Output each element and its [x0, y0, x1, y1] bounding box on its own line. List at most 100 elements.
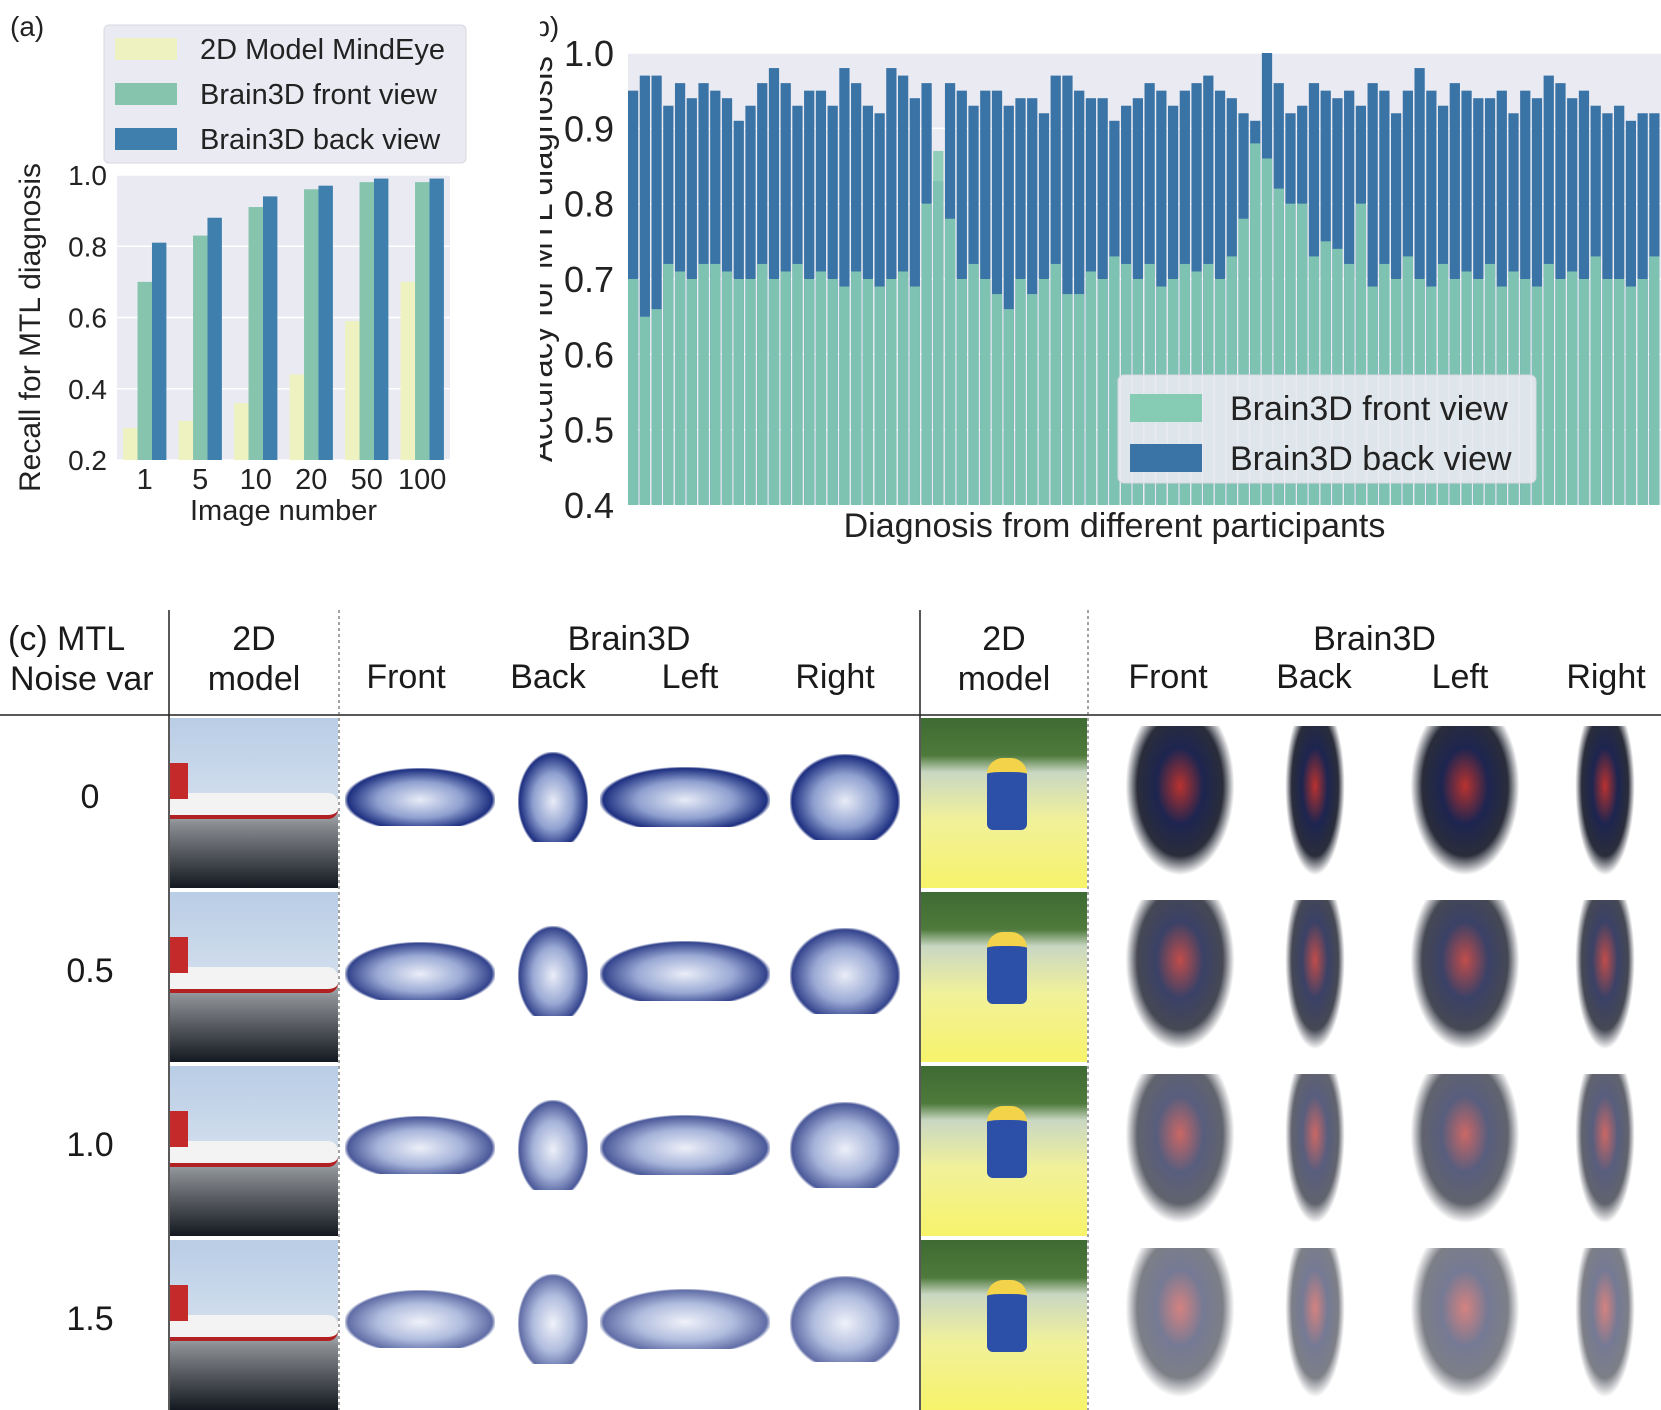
bar-front-b: [1637, 279, 1648, 505]
xtick-label-a: 5: [192, 464, 208, 496]
bar-front-b: [1027, 294, 1038, 505]
col-2d-model-right-a: 2D: [982, 620, 1026, 658]
bar-front-b: [851, 271, 862, 505]
bar-front-b: [1261, 158, 1273, 505]
ytick-label-b: 0.4: [564, 485, 614, 526]
ytick-label-b: 0.5: [564, 410, 614, 451]
airplane-3d-view: [518, 752, 588, 842]
legend-a: [103, 24, 467, 164]
jetski-2d-image: [921, 892, 1087, 1062]
airplane-3d-view: [518, 926, 588, 1016]
bar-a: [193, 235, 208, 460]
bar-back-b: [1062, 75, 1073, 505]
bar-front-b: [1038, 279, 1050, 505]
view-left-right: Left: [1431, 658, 1489, 696]
motorbike-3d-view: [1410, 1074, 1520, 1224]
airplane-3d-view: [790, 1102, 900, 1188]
bar-front-b: [686, 279, 697, 505]
legend-label-a: 2D Model MindEye: [200, 34, 445, 66]
bar-front-b: [1602, 279, 1613, 505]
bar-a: [262, 196, 278, 460]
xlabel-b: Diagnosis from different participants: [844, 507, 1386, 545]
bar-front-b: [1297, 203, 1308, 505]
ytick-label-a: 0.2: [68, 445, 107, 476]
bar-front-b: [921, 203, 932, 505]
bar-front-b: [768, 279, 780, 505]
bar-front-b: [991, 294, 1003, 505]
jetski-2d-image: [921, 718, 1087, 888]
col-2d-model-left-b: model: [207, 660, 301, 698]
bar-front-b: [698, 263, 709, 505]
bar-front-b: [733, 279, 744, 505]
ytick-label-b: 0.8: [564, 184, 614, 225]
bar-front-b: [792, 263, 803, 505]
bar-a: [400, 281, 416, 460]
motorbike-3d-view: [1410, 900, 1520, 1050]
bar-front-b: [1003, 309, 1014, 505]
airplane-3d-view: [518, 1274, 588, 1364]
col-2d-model-left-a: 2D: [232, 620, 276, 658]
bar-a: [207, 217, 222, 460]
airplane-3d-view: [345, 942, 495, 1000]
motorbike-3d-view: [1285, 726, 1345, 876]
airplane-2d-image: [170, 1240, 338, 1410]
motorbike-3d-view: [1285, 1074, 1345, 1224]
bar-front-b: [1074, 294, 1085, 505]
bar-front-b: [1285, 203, 1296, 505]
bar-front-b: [780, 271, 791, 505]
bar-a: [304, 189, 319, 460]
bar-a: [123, 427, 138, 460]
jetski-2d-image: [921, 1066, 1087, 1236]
legend-swatch-a: [115, 83, 177, 105]
bar-front-b: [1355, 203, 1367, 505]
airplane-2d-image: [170, 718, 338, 888]
bar-front-b: [639, 316, 650, 505]
airplane-tail-shape: [170, 1285, 188, 1321]
bar-front-b: [1238, 218, 1249, 505]
bar-a: [178, 420, 194, 460]
panel-c-label: (c) MTL: [8, 620, 126, 658]
bar-front-b: [1015, 279, 1026, 505]
panel-label-b: (b): [540, 11, 559, 42]
bar-front-b: [862, 279, 874, 505]
bar-front-b: [1578, 279, 1590, 505]
bar-a: [137, 281, 152, 460]
bar-a: [289, 374, 305, 460]
motorbike-3d-view: [1575, 726, 1635, 876]
motorbike-3d-view: [1410, 1248, 1520, 1398]
bar-front-b: [933, 150, 944, 505]
xtick-label-a: 100: [398, 464, 446, 496]
bar-front-b: [827, 279, 838, 505]
airplane-2d-image: [170, 892, 338, 1062]
bar-front-b: [1555, 279, 1566, 505]
bar-front-b: [1062, 294, 1073, 505]
ytick-label-b: 0.6: [564, 334, 614, 375]
view-back-right: Back: [1276, 658, 1352, 696]
legend-label-a: Brain3D back view: [200, 124, 441, 156]
xtick-label-a: 50: [351, 464, 383, 496]
bar-front-b: [815, 271, 827, 505]
bar-front-b: [980, 279, 991, 505]
view-back-left: Back: [510, 658, 586, 696]
noise-level-label: 0.5: [66, 952, 114, 990]
motorbike-3d-view: [1410, 726, 1520, 876]
legend-label-a: Brain3D front view: [200, 79, 438, 111]
ytick-label-b: 1.0: [564, 33, 614, 74]
airplane-3d-view: [600, 1289, 770, 1349]
airplane-3d-view: [345, 768, 495, 826]
bar-a: [429, 178, 444, 460]
legend-swatch-b: [1130, 394, 1202, 422]
legend-swatch-a: [115, 38, 177, 60]
airplane-3d-view: [600, 767, 770, 827]
airplane-tail-shape: [170, 763, 188, 799]
motorbike-3d-view: [1125, 900, 1235, 1050]
brain3d-group-right: Brain3D: [1313, 620, 1436, 658]
noise-level-label: 1.0: [66, 1126, 114, 1164]
rider-shape: [987, 758, 1027, 830]
motorbike-3d-view: [1285, 1248, 1345, 1398]
bar-front-b: [897, 271, 909, 505]
bar-front-b: [886, 279, 897, 505]
motorbike-3d-view: [1285, 900, 1345, 1050]
bar-front-b: [944, 218, 956, 505]
bar-front-b: [956, 279, 967, 505]
